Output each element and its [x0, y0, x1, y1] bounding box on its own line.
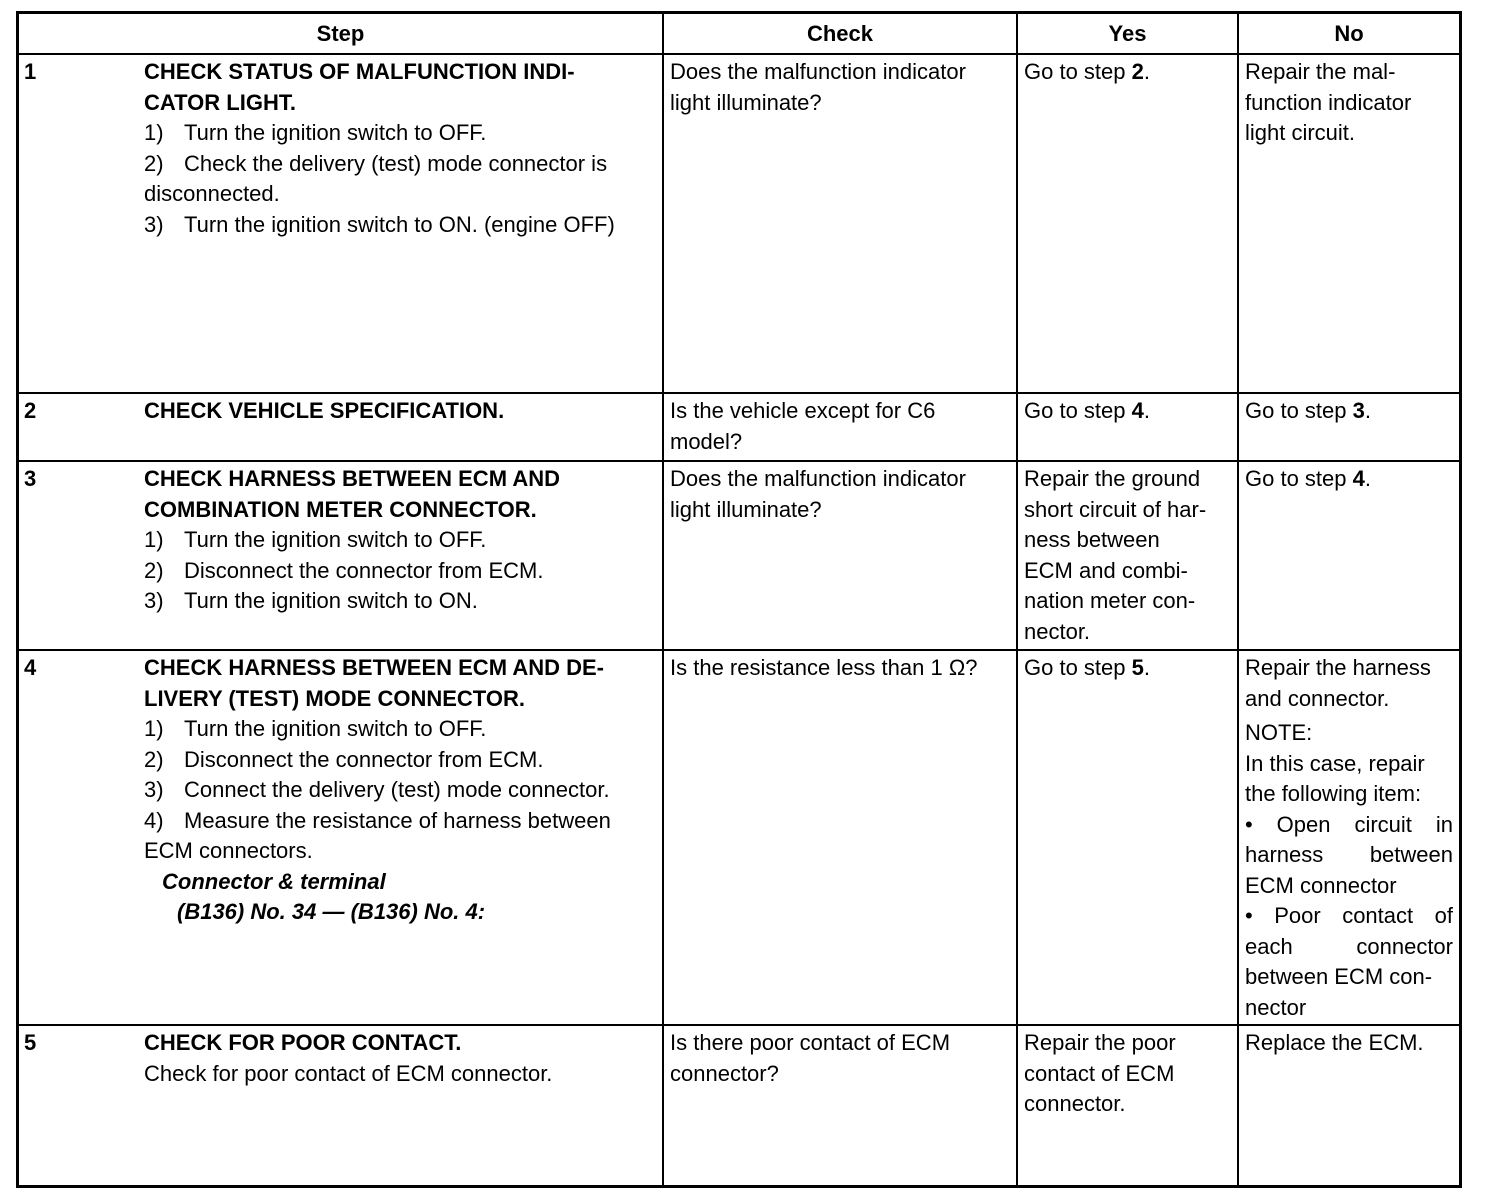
no-text: In this case, repair — [1245, 750, 1425, 776]
step-cell-1: 1 CHECK STATUS OF MALFUNCTION INDI- CATO… — [19, 55, 664, 394]
step-number: 4 — [24, 655, 37, 680]
no-text: ECM connector — [1245, 872, 1397, 898]
connector-value: (B136) No. 34 — (B136) No. 4: — [177, 899, 486, 924]
step-cell-4: 4 CHECK HARNESS BETWEEN ECM AND DE- LIVE… — [19, 651, 664, 1026]
step-title: CATOR LIGHT. — [144, 89, 296, 115]
substep: 3) Turn the ignition switch to ON. (engin… — [144, 211, 615, 237]
step-cell-3: 3 CHECK HARNESS BETWEEN ECM AND COMBINAT… — [19, 462, 664, 651]
no-text: between ECM con- — [1245, 964, 1433, 989]
check-text: Does the malfunction indicator — [670, 466, 966, 491]
header-yes: Yes — [1018, 14, 1239, 55]
substep: 1) Turn the ignition switch to OFF. — [144, 120, 487, 145]
yes-text: Repair the poor — [1024, 1030, 1176, 1055]
step-number: 2 — [24, 398, 37, 423]
no-text: the following item: — [1245, 781, 1422, 806]
yes-text: Repair the ground — [1024, 466, 1201, 491]
step-title: CHECK FOR POOR CONTACT. — [144, 1030, 462, 1055]
check-text: connector? — [670, 1060, 779, 1086]
check-text: model? — [670, 428, 743, 454]
step-cell-2: 2 CHECK VEHICLE SPECIFICATION. — [19, 394, 664, 462]
no-cell-4: Repair the harness and connector. NOTE: … — [1239, 651, 1459, 1026]
no-text: • Open circuit in — [1245, 811, 1453, 837]
check-text: light illuminate? — [670, 496, 822, 522]
step-number: 5 — [24, 1030, 37, 1055]
step-title: LIVERY (TEST) MODE CONNECTOR. — [144, 685, 525, 711]
yes-text: nector. — [1024, 618, 1091, 644]
goto-text: Go to step 5. — [1024, 655, 1150, 680]
check-cell-4: Is the resistance less than 1 Ω? — [664, 651, 1018, 1026]
no-cell-5: Replace the ECM. — [1239, 1026, 1459, 1186]
no-text: function indicator — [1245, 89, 1412, 115]
no-text: • Poor contact of — [1245, 903, 1453, 928]
no-cell-1: Repair the mal- function indicator light… — [1239, 55, 1459, 394]
check-text: Does the malfunction indicator — [670, 59, 966, 84]
yes-text: ECM and combi- — [1024, 557, 1188, 583]
substep: 2) Disconnect the connector from ECM. — [144, 746, 544, 772]
connector-label: Connector & terminal — [162, 868, 386, 894]
no-text: each connector — [1245, 933, 1453, 959]
substep: 3) Turn the ignition switch to ON. — [144, 588, 478, 613]
check-cell-3: Does the malfunction indicator light ill… — [664, 462, 1018, 651]
yes-cell-3: Repair the ground short circuit of har- … — [1018, 462, 1239, 651]
yes-text: ness between — [1024, 527, 1160, 552]
step-title: CHECK VEHICLE SPECIFICATION. — [144, 398, 505, 423]
header-no: No — [1239, 14, 1459, 55]
step-cell-5: 5 CHECK FOR POOR CONTACT. Check for poor… — [19, 1026, 664, 1186]
substep: 1) Turn the ignition switch to OFF. — [144, 527, 487, 552]
check-cell-5: Is there poor contact of ECM connector? — [664, 1026, 1018, 1186]
no-text: Replace the ECM. — [1245, 1030, 1424, 1055]
step-body: Check for poor contact of ECM connector. — [144, 1060, 553, 1086]
no-cell-3: Go to step 4. — [1239, 462, 1459, 651]
header-step: Step — [19, 14, 664, 55]
note-label: NOTE: — [1245, 720, 1313, 745]
yes-text: short circuit of har- — [1024, 496, 1207, 522]
substep: 2) Check the delivery (test) mode connect… — [144, 150, 608, 176]
goto-text: Go to step 3. — [1245, 398, 1371, 423]
yes-cell-2: Go to step 4. — [1018, 394, 1239, 462]
no-text: Repair the mal- — [1245, 59, 1396, 84]
check-text: Is the vehicle except for C6 — [670, 398, 936, 423]
substep-cont: disconnected. — [144, 181, 280, 206]
troubleshooting-table: Step Check Yes No 1 CHECK STATUS OF MALF… — [16, 11, 1462, 1188]
goto-text: Go to step 4. — [1245, 466, 1371, 491]
no-text: light circuit. — [1245, 120, 1356, 145]
no-text: nector — [1245, 994, 1307, 1020]
yes-cell-1: Go to step 2. — [1018, 55, 1239, 394]
yes-text: contact of ECM — [1024, 1060, 1175, 1086]
check-cell-1: Does the malfunction indicator light ill… — [664, 55, 1018, 394]
no-cell-2: Go to step 3. — [1239, 394, 1459, 462]
substep: 3) Connect the delivery (test) mode conne… — [144, 777, 610, 802]
step-title: CHECK HARNESS BETWEEN ECM AND — [144, 466, 560, 491]
substep: 1) Turn the ignition switch to OFF. — [144, 716, 487, 741]
step-number: 3 — [24, 466, 37, 491]
goto-text: Go to step 2. — [1024, 59, 1150, 84]
substep: 4) Measure the resistance of harness betw… — [144, 807, 611, 833]
header-check: Check — [664, 14, 1018, 55]
check-text: Is there poor contact of ECM — [670, 1030, 951, 1055]
no-text: Repair the harness — [1245, 655, 1431, 680]
step-title: CHECK STATUS OF MALFUNCTION INDI- — [144, 59, 575, 84]
yes-text: nation meter con- — [1024, 588, 1196, 613]
check-text: Is the resistance less than 1 Ω? — [670, 655, 978, 680]
check-text: light illuminate? — [670, 89, 822, 115]
goto-text: Go to step 4. — [1024, 398, 1150, 423]
substep-cont: ECM connectors. — [144, 838, 313, 863]
no-text: and connector. — [1245, 685, 1390, 711]
substep: 2) Disconnect the connector from ECM. — [144, 557, 544, 583]
yes-cell-5: Repair the poor contact of ECM connector… — [1018, 1026, 1239, 1186]
yes-text: connector. — [1024, 1091, 1126, 1116]
step-title: CHECK HARNESS BETWEEN ECM AND DE- — [144, 655, 604, 680]
step-title: COMBINATION METER CONNECTOR. — [144, 496, 537, 522]
check-cell-2: Is the vehicle except for C6 model? — [664, 394, 1018, 462]
step-number: 1 — [24, 59, 37, 84]
no-text: harness between — [1245, 842, 1453, 867]
yes-cell-4: Go to step 5. — [1018, 651, 1239, 1026]
